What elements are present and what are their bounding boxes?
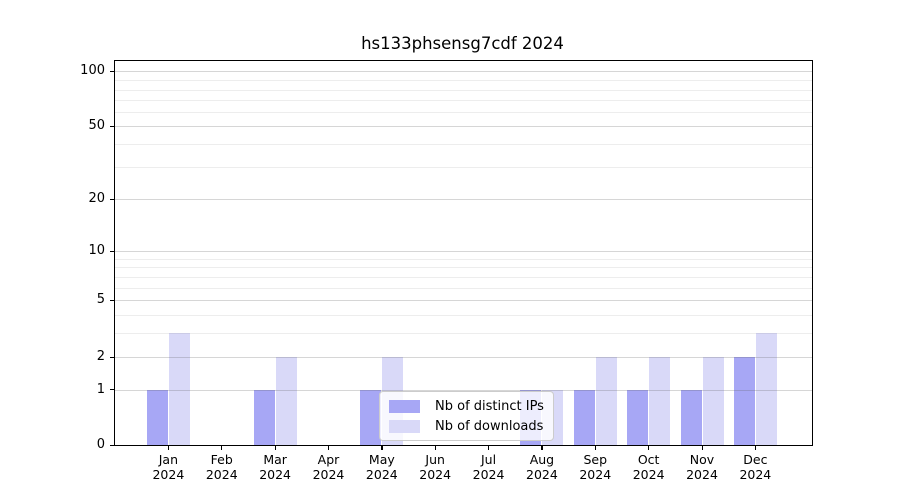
gridline-minor-70 — [115, 99, 812, 101]
legend-label-downloads: Nb of downloads — [435, 418, 544, 434]
gridline-minor-30 — [115, 167, 812, 168]
x-tick-label-feb: Feb 2024 — [205, 452, 238, 482]
x-tick-label-mar: Mar 2024 — [259, 452, 292, 482]
bar-distinct-ips-oct — [627, 389, 649, 445]
x-tick-mark-aug — [541, 445, 543, 450]
y-tick-label-50: 50 — [88, 118, 105, 133]
gridline-major-20 — [115, 199, 812, 200]
gridline-minor-4 — [115, 314, 812, 316]
bar-downloads-nov — [702, 357, 724, 445]
x-tick-label-nov: Nov 2024 — [686, 452, 718, 482]
y-tick-label-2: 2 — [96, 349, 105, 364]
plot-area: 0 1 2 5 10 20 50 100 Jan 2024 Feb 2024 Mar 2024 Apr… — [80, 60, 813, 482]
x-tick-label-apr: Apr 2024 — [312, 452, 345, 482]
y-tick-label-100: 100 — [80, 63, 105, 78]
x-tick-label-oct: Oct 2024 — [632, 452, 665, 482]
legend-swatch-downloads — [389, 419, 420, 433]
x-tick-mark-jun — [434, 445, 436, 450]
axes-layer: 0 1 2 5 10 20 50 100 Jan 2024 Feb 2024 Mar 2024 Apr… — [80, 61, 812, 482]
y-tick-mark-10 — [110, 250, 115, 252]
bar-downloads-sep — [595, 357, 617, 445]
legend: Nb of distinct IPs Nb of downloads — [379, 391, 554, 441]
gridline-minor-60 — [115, 111, 812, 113]
legend-item-distinct-ips: Nb of distinct IPs — [389, 398, 544, 414]
bar-distinct-ips-mar — [253, 389, 275, 445]
gridline-minor-8 — [115, 267, 812, 268]
x-tick-mark-feb — [221, 445, 223, 450]
bar-distinct-ips-dec — [733, 357, 755, 445]
x-tick-label-aug: Aug 2024 — [526, 452, 558, 482]
y-tick-label-5: 5 — [96, 292, 105, 307]
gridline-minor-90 — [115, 79, 812, 81]
y-tick-mark-0 — [110, 444, 115, 446]
gridline-major-1 — [115, 389, 812, 391]
x-tick-label-jun: Jun 2024 — [419, 452, 452, 482]
x-tick-mark-jan — [167, 445, 170, 450]
y-tick-label-10: 10 — [88, 243, 105, 258]
gridline-minor-3 — [115, 333, 812, 334]
bar-downloads-dec — [755, 333, 777, 445]
gridline-major-2 — [115, 357, 812, 358]
x-tick-label-dec: Dec 2024 — [739, 452, 772, 482]
x-tick-mark-may — [381, 445, 383, 450]
x-tick-mark-sep — [594, 445, 596, 450]
x-tick-mark-oct — [648, 445, 650, 450]
bar-downloads-mar — [275, 357, 297, 445]
x-tick-label-sep: Sep 2024 — [579, 452, 612, 482]
bar-downloads-jan — [168, 333, 190, 445]
x-tick-mark-dec — [754, 445, 757, 450]
gridline-minor-6 — [115, 288, 812, 289]
legend-item-downloads: Nb of downloads — [389, 418, 544, 434]
chart-title: hs133phsensg7cdf 2024 — [361, 34, 564, 53]
gridline-major-100 — [115, 71, 812, 72]
x-tick-mark-nov — [701, 445, 703, 450]
y-tick-label-0: 0 — [96, 437, 105, 452]
legend-label-distinct-ips: Nb of distinct IPs — [435, 398, 544, 414]
y-tick-mark-2 — [110, 356, 115, 358]
gridline-minor-7 — [115, 277, 812, 278]
y-tick-mark-1 — [110, 389, 115, 391]
y-tick-label-20: 20 — [88, 191, 105, 206]
y-tick-mark-20 — [110, 198, 115, 200]
y-tick-mark-50 — [110, 125, 115, 127]
bar-distinct-ips-sep — [573, 389, 595, 445]
y-tick-mark-100 — [110, 70, 115, 72]
y-tick-mark-5 — [110, 299, 115, 301]
gridline-minor-40 — [115, 144, 812, 145]
y-tick-label-1: 1 — [96, 381, 105, 397]
gridline-major-50 — [115, 126, 812, 127]
legend-swatch-distinct-ips — [389, 399, 420, 413]
x-tick-label-jan: Jan 2024 — [152, 452, 185, 482]
bar-downloads-oct — [649, 357, 671, 445]
bar-distinct-ips-nov — [680, 389, 702, 445]
gridline-minor-9 — [115, 258, 812, 260]
x-tick-mark-apr — [327, 445, 330, 450]
gridline-major-5 — [115, 300, 812, 301]
x-tick-label-may: May 2024 — [365, 452, 398, 482]
gridline-minor-80 — [115, 89, 812, 91]
x-tick-label-jul: Jul 2024 — [472, 452, 505, 482]
grid-layer — [115, 61, 812, 445]
gridline-major-10 — [115, 251, 812, 252]
bar-distinct-ips-may — [360, 389, 382, 445]
bar-distinct-ips-jan — [146, 389, 168, 445]
x-tick-mark-mar — [274, 445, 276, 450]
x-tick-mark-jul — [488, 445, 490, 450]
